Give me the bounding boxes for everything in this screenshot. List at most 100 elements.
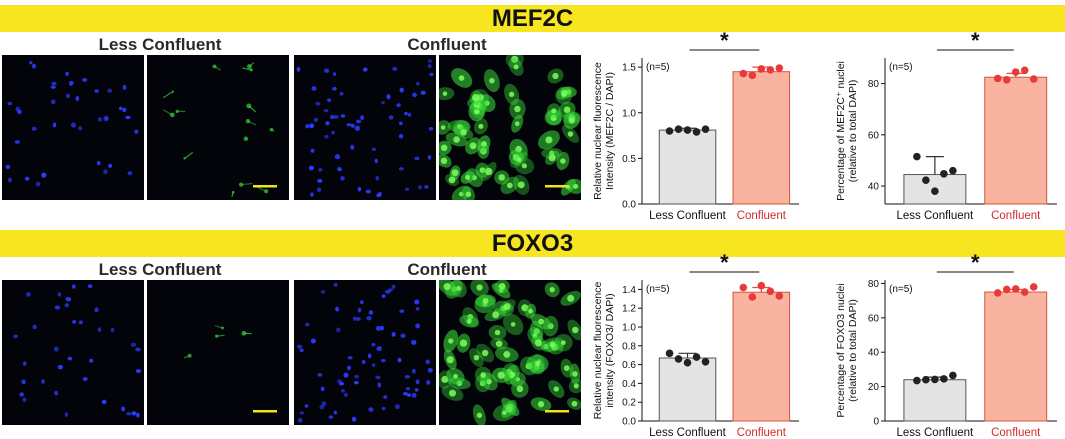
nucleus: [386, 94, 391, 100]
nucleus: [340, 176, 345, 181]
mef2c-percentage-ytick-label: 80: [868, 79, 880, 90]
cell-nucleus: [567, 294, 575, 302]
nucleus: [136, 412, 140, 418]
cell-nucleus: [440, 125, 446, 130]
nucleus: [406, 393, 412, 397]
mef2c-intensity-ylabel-line: Relative nuclear fluorescence: [592, 62, 604, 200]
nucleus: [54, 305, 61, 310]
nucleus: [309, 123, 315, 129]
foxo3-intensity-data-point: [674, 355, 683, 363]
nucleus: [427, 367, 433, 373]
cell-nucleus: [453, 136, 460, 143]
mef2c-percentage-data-point: [1011, 68, 1020, 76]
foxo3-intensity-data-point: [692, 353, 701, 361]
cell-nucleus: [571, 400, 578, 407]
nucleus: [426, 380, 431, 385]
nucleus: [374, 158, 378, 164]
nucleus: [310, 148, 315, 153]
cell-spot: [231, 190, 235, 194]
cell-nucleus: [498, 174, 506, 181]
nucleus: [404, 111, 408, 116]
foxo3-percentage-category-label: Less Confluent: [897, 427, 975, 439]
nucleus: [365, 189, 372, 194]
foxo3-intensity-data-point: [701, 357, 710, 366]
cell-nucleus: [443, 283, 451, 291]
nucleus: [121, 406, 126, 412]
cell-nucleus: [514, 121, 520, 127]
nucleus: [29, 60, 33, 65]
cell-nucleus: [482, 297, 489, 304]
nucleus: [368, 407, 374, 412]
cell-nucleus: [448, 389, 457, 397]
cell-spot: [183, 157, 186, 160]
mef2c-percentage-data-point: [940, 169, 948, 178]
nucleus: [135, 369, 142, 374]
mef2c-confluent-mef2c-image: [439, 55, 581, 200]
nucleus: [339, 91, 344, 96]
foxo3-percentage-ytick-label: 0: [873, 417, 879, 428]
nucleus: [400, 333, 406, 339]
foxo3-intensity-ylabel-line: Relative nuclear fluorescence: [592, 281, 604, 419]
cell-nucleus: [549, 341, 556, 348]
nucleus: [328, 415, 334, 419]
mef2c-intensity-data-point: [701, 125, 710, 133]
nucleus: [97, 117, 102, 122]
cell-nucleus: [516, 385, 524, 393]
mef2c-intensity-bar: [732, 71, 791, 205]
nucleus: [411, 339, 417, 345]
foxo3-percentage-ytick-label: 80: [868, 279, 880, 290]
nucleus: [394, 404, 400, 410]
cell-nucleus: [481, 141, 487, 147]
nucleus: [78, 126, 83, 131]
mef2c-percentage-data-point: [1029, 75, 1038, 83]
mef2c-percentage-data-point: [922, 176, 930, 184]
cell-nucleus: [503, 350, 511, 358]
nucleus: [333, 282, 338, 288]
nucleus: [119, 106, 123, 111]
cell-spot: [243, 136, 249, 141]
nucleus: [346, 123, 352, 127]
nucleus: [377, 382, 382, 388]
mef2c-intensity-data-point: [692, 128, 701, 136]
nucleus: [57, 292, 62, 297]
foxo3-percentage-ylabel-line: Percentage of FOXO3 nuclei: [835, 283, 847, 417]
cell-nucleus: [552, 72, 559, 80]
nucleus: [428, 126, 434, 131]
nucleus: [321, 401, 327, 407]
mef2c-intensity-chart: Relative nuclear fluorescenceIntensity (…: [592, 28, 802, 222]
foxo3-percentage-bar: [903, 379, 967, 422]
nucleus: [427, 155, 432, 160]
scale-bar: [545, 185, 569, 188]
cell-nucleus: [453, 373, 458, 379]
nucleus: [350, 144, 355, 150]
nucleus: [122, 107, 127, 113]
cell-spot: [175, 109, 179, 114]
cell-nucleus: [551, 108, 557, 114]
nucleus: [87, 284, 93, 289]
nucleus: [82, 77, 88, 82]
nucleus: [355, 119, 362, 124]
mef2c-intensity-ytick-label: 1.0: [622, 108, 636, 119]
mef2c-percentage-data-point: [1020, 66, 1029, 75]
mef2c-less-confluent-label: Less Confluent: [98, 35, 222, 54]
cell-nucleus: [476, 412, 483, 418]
nucleus: [54, 390, 58, 396]
nucleus: [126, 412, 132, 416]
nucleus: [368, 310, 374, 315]
cell-nucleus: [479, 167, 486, 174]
nucleus: [297, 418, 303, 423]
nucleus: [89, 358, 94, 363]
cell-nucleus: [534, 339, 542, 347]
cell-nucleus: [469, 142, 477, 150]
cell-nucleus: [561, 340, 566, 346]
nucleus: [427, 59, 432, 63]
mef2c-intensity-significance-star: *: [720, 28, 729, 53]
nucleus: [371, 363, 376, 367]
nucleus: [22, 361, 27, 366]
nucleus: [72, 320, 76, 324]
nucleus: [308, 165, 314, 171]
nucleus: [340, 389, 345, 393]
nucleus: [334, 154, 341, 160]
foxo3-intensity-ytick-label: 1.2: [622, 304, 636, 315]
nucleus: [405, 386, 411, 391]
